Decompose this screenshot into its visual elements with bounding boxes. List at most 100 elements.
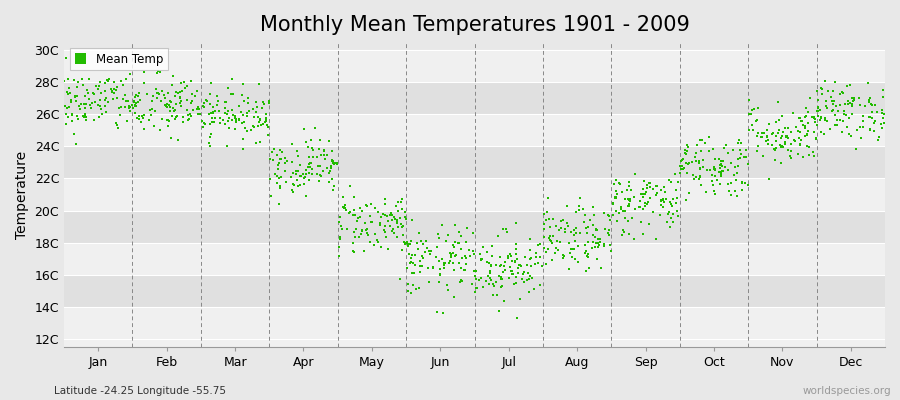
Mean Temp	[862, 114, 877, 121]
Mean Temp	[401, 280, 416, 287]
Mean Temp	[717, 144, 732, 151]
Mean Temp	[656, 184, 670, 190]
Mean Temp	[324, 163, 338, 169]
Mean Temp	[654, 187, 669, 194]
Mean Temp	[865, 115, 879, 121]
Mean Temp	[152, 68, 166, 75]
Mean Temp	[510, 314, 525, 321]
Mean Temp	[791, 135, 806, 141]
Mean Temp	[778, 134, 793, 140]
Mean Temp	[323, 168, 338, 174]
Mean Temp	[811, 108, 825, 114]
Mean Temp	[64, 98, 78, 105]
Mean Temp	[741, 182, 755, 188]
Mean Temp	[760, 133, 774, 140]
Mean Temp	[588, 244, 602, 250]
Mean Temp	[522, 276, 536, 282]
Mean Temp	[270, 152, 284, 158]
Mean Temp	[123, 104, 138, 110]
Mean Temp	[129, 92, 143, 98]
Mean Temp	[446, 259, 461, 266]
Mean Temp	[680, 148, 695, 154]
Bar	[64, 114, 885, 146]
Mean Temp	[354, 231, 368, 237]
Mean Temp	[332, 219, 347, 225]
Bar	[64, 210, 885, 243]
Mean Temp	[640, 182, 654, 188]
Mean Temp	[451, 240, 465, 246]
Mean Temp	[395, 223, 410, 230]
Mean Temp	[228, 114, 242, 121]
Mean Temp	[110, 84, 124, 91]
Mean Temp	[234, 108, 248, 115]
Mean Temp	[809, 135, 824, 141]
Mean Temp	[97, 97, 112, 103]
Mean Temp	[333, 234, 347, 240]
Mean Temp	[385, 228, 400, 234]
Mean Temp	[296, 171, 310, 178]
Mean Temp	[274, 173, 289, 180]
Mean Temp	[569, 230, 583, 236]
Mean Temp	[404, 216, 419, 223]
Mean Temp	[561, 222, 575, 229]
Mean Temp	[622, 197, 636, 203]
Mean Temp	[560, 220, 574, 226]
Mean Temp	[637, 200, 652, 206]
Mean Temp	[509, 251, 524, 258]
Mean Temp	[448, 239, 463, 246]
Mean Temp	[313, 137, 328, 144]
Mean Temp	[515, 276, 529, 282]
Mean Temp	[543, 224, 557, 230]
Mean Temp	[772, 142, 787, 149]
Mean Temp	[601, 231, 616, 238]
Mean Temp	[517, 278, 531, 285]
Mean Temp	[609, 191, 624, 197]
Mean Temp	[433, 270, 447, 277]
Mean Temp	[391, 199, 405, 206]
Mean Temp	[346, 249, 361, 256]
Mean Temp	[498, 267, 512, 274]
Mean Temp	[274, 155, 289, 162]
Mean Temp	[358, 220, 373, 226]
Mean Temp	[522, 289, 536, 295]
Mean Temp	[622, 202, 636, 209]
Mean Temp	[479, 278, 493, 284]
Mean Temp	[483, 268, 498, 274]
Mean Temp	[468, 288, 482, 295]
Mean Temp	[650, 183, 664, 190]
Bar	[64, 178, 885, 210]
Mean Temp	[433, 266, 447, 273]
Mean Temp	[397, 238, 411, 245]
Mean Temp	[293, 162, 308, 168]
Mean Temp	[813, 107, 827, 113]
Mean Temp	[167, 108, 182, 114]
Mean Temp	[691, 175, 706, 182]
Mean Temp	[185, 97, 200, 104]
Mean Temp	[352, 205, 366, 212]
Mean Temp	[847, 96, 861, 103]
Mean Temp	[514, 263, 528, 269]
Mean Temp	[432, 278, 446, 285]
Mean Temp	[540, 208, 554, 215]
Mean Temp	[483, 270, 498, 276]
Mean Temp	[865, 109, 879, 115]
Mean Temp	[435, 222, 449, 228]
Mean Temp	[116, 96, 130, 102]
Mean Temp	[381, 246, 395, 252]
Mean Temp	[614, 206, 628, 213]
Mean Temp	[537, 226, 552, 232]
Mean Temp	[453, 279, 467, 285]
Mean Temp	[407, 270, 421, 276]
Mean Temp	[608, 193, 623, 200]
Mean Temp	[241, 94, 256, 101]
Mean Temp	[101, 99, 115, 105]
Mean Temp	[625, 215, 639, 221]
Mean Temp	[761, 121, 776, 127]
Mean Temp	[446, 267, 461, 273]
Mean Temp	[79, 101, 94, 107]
Mean Temp	[846, 98, 860, 104]
Mean Temp	[312, 163, 327, 170]
Mean Temp	[431, 231, 446, 237]
Mean Temp	[77, 93, 92, 99]
Mean Temp	[218, 99, 232, 106]
